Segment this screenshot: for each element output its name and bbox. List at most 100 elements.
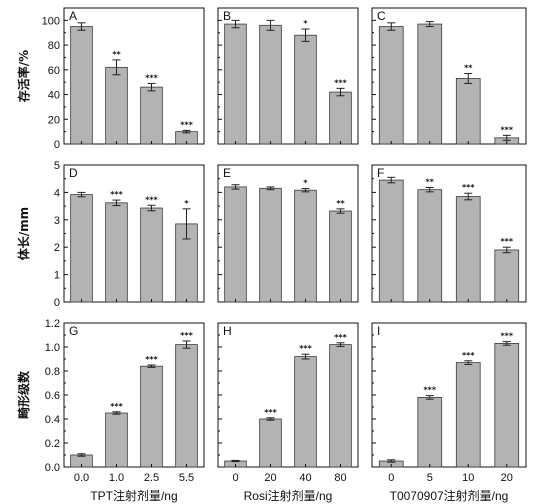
- panel-frame-c: [371, 7, 527, 145]
- bar-b: [329, 91, 352, 145]
- x-tick-label-i: 20: [501, 472, 513, 484]
- significance-marker-g: ***: [180, 331, 193, 340]
- x-tick-label-h: 40: [299, 472, 311, 484]
- bar-g: [140, 365, 163, 468]
- y-tick-label-a: 100: [42, 15, 60, 27]
- significance-marker-h: ***: [334, 333, 347, 342]
- bar-d: [140, 207, 163, 303]
- y-axis-label-d: 体长/mm: [16, 207, 31, 260]
- y-tick-label-g: 1.0: [45, 342, 60, 354]
- panel-frame-a: [63, 7, 205, 145]
- bar-c: [455, 78, 481, 145]
- y-tick-label-g: 0.8: [45, 366, 60, 378]
- bar-b: [259, 24, 282, 145]
- x-tick-label-h: 0: [232, 472, 238, 484]
- bar-h: [259, 418, 282, 468]
- significance-marker-b: ***: [334, 78, 347, 87]
- bar-e: [329, 210, 352, 303]
- significance-marker-f: ***: [500, 237, 513, 246]
- y-tick-label-d: 1: [54, 270, 60, 282]
- y-tick-label-g: 0.2: [45, 438, 60, 450]
- panel-letter-c: C: [377, 9, 386, 23]
- bar-i: [417, 396, 443, 468]
- significance-marker-a: **: [112, 50, 121, 59]
- significance-marker-h: ***: [299, 344, 312, 353]
- bar-g: [105, 412, 128, 468]
- significance-marker-f: ***: [462, 183, 475, 192]
- x-axis-label-g: TPT注射剂量/ng: [90, 488, 177, 503]
- bar-g: [175, 344, 198, 468]
- y-tick-label-a: 80: [48, 40, 60, 52]
- significance-marker-e: **: [336, 199, 345, 208]
- panel-letter-a: A: [69, 9, 77, 23]
- y-tick-label-g: 0.6: [45, 390, 60, 402]
- significance-marker-c: ***: [500, 125, 513, 134]
- y-tick-label-d: 0: [54, 297, 60, 309]
- x-tick-label-h: 80: [334, 472, 346, 484]
- significance-marker-i: ***: [462, 351, 475, 360]
- bar-a: [70, 26, 93, 145]
- bar-f: [417, 189, 443, 303]
- bar-d: [105, 202, 128, 303]
- y-tick-label-g: 0.4: [45, 414, 60, 426]
- bar-h: [329, 344, 352, 468]
- significance-marker-a: ***: [180, 120, 193, 129]
- y-tick-label-g: 1.2: [45, 318, 60, 330]
- significance-marker-d: ***: [145, 195, 158, 204]
- significance-marker-c: **: [464, 64, 473, 73]
- significance-marker-h: ***: [264, 408, 277, 417]
- panel-letter-b: B: [223, 9, 231, 23]
- bar-a: [105, 66, 128, 145]
- significance-marker-g: ***: [110, 402, 123, 411]
- y-tick-label-d: 4: [54, 187, 60, 199]
- bar-f: [494, 249, 520, 303]
- bar-e: [224, 186, 247, 303]
- x-tick-label-g: 1.0: [109, 472, 124, 484]
- y-tick-label-d: 2: [54, 242, 60, 254]
- panel-letter-g: G: [69, 324, 78, 338]
- bar-f: [455, 196, 481, 303]
- bar-i: [494, 342, 520, 468]
- significance-marker-b: *: [303, 19, 308, 28]
- significance-marker-d: *: [184, 199, 189, 208]
- y-tick-label-g: 0.0: [45, 462, 60, 474]
- bar-f: [378, 179, 404, 303]
- significance-marker-i: ***: [423, 386, 436, 395]
- panel-letter-e: E: [223, 166, 231, 180]
- panel-letter-f: F: [377, 166, 384, 180]
- x-tick-label-g: 0.0: [74, 472, 89, 484]
- significance-marker-e: *: [303, 179, 308, 188]
- y-tick-label-a: 40: [48, 90, 60, 102]
- y-tick-label-a: 60: [48, 65, 60, 77]
- significance-marker-d: ***: [110, 190, 123, 199]
- significance-marker-a: ***: [145, 73, 158, 82]
- y-tick-label-d: 3: [54, 215, 60, 227]
- x-tick-label-i: 10: [462, 472, 474, 484]
- significance-marker-g: ***: [145, 355, 158, 364]
- x-tick-label-g: 5.5: [179, 472, 194, 484]
- panel-letter-i: I: [377, 324, 380, 338]
- x-axis-label-h: Rosi注射剂量/ng: [244, 488, 333, 503]
- panel-letter-h: H: [223, 324, 232, 338]
- x-tick-label-i: 5: [427, 472, 433, 484]
- y-axis-label-a: 存活率/%: [16, 50, 31, 103]
- x-tick-label-h: 20: [264, 472, 276, 484]
- y-tick-label-d: 5: [54, 160, 60, 172]
- bar-a: [140, 86, 163, 145]
- bar-d: [70, 194, 93, 303]
- panel-frame-b: [217, 7, 359, 145]
- bar-e: [294, 189, 317, 303]
- bar-c: [378, 26, 404, 145]
- x-axis-label-i: T0070907注射剂量/ng: [390, 488, 509, 503]
- x-tick-label-g: 2.5: [144, 472, 159, 484]
- y-tick-label-a: 0: [54, 139, 60, 151]
- bar-c: [417, 23, 443, 145]
- x-tick-label-i: 0: [388, 472, 394, 484]
- y-axis-label-g: 畸形级数: [16, 370, 31, 419]
- significance-marker-f: **: [426, 177, 435, 186]
- bar-b: [294, 34, 317, 145]
- y-tick-label-a: 20: [48, 114, 60, 126]
- panel-letter-d: D: [69, 166, 78, 180]
- bar-i: [455, 362, 481, 468]
